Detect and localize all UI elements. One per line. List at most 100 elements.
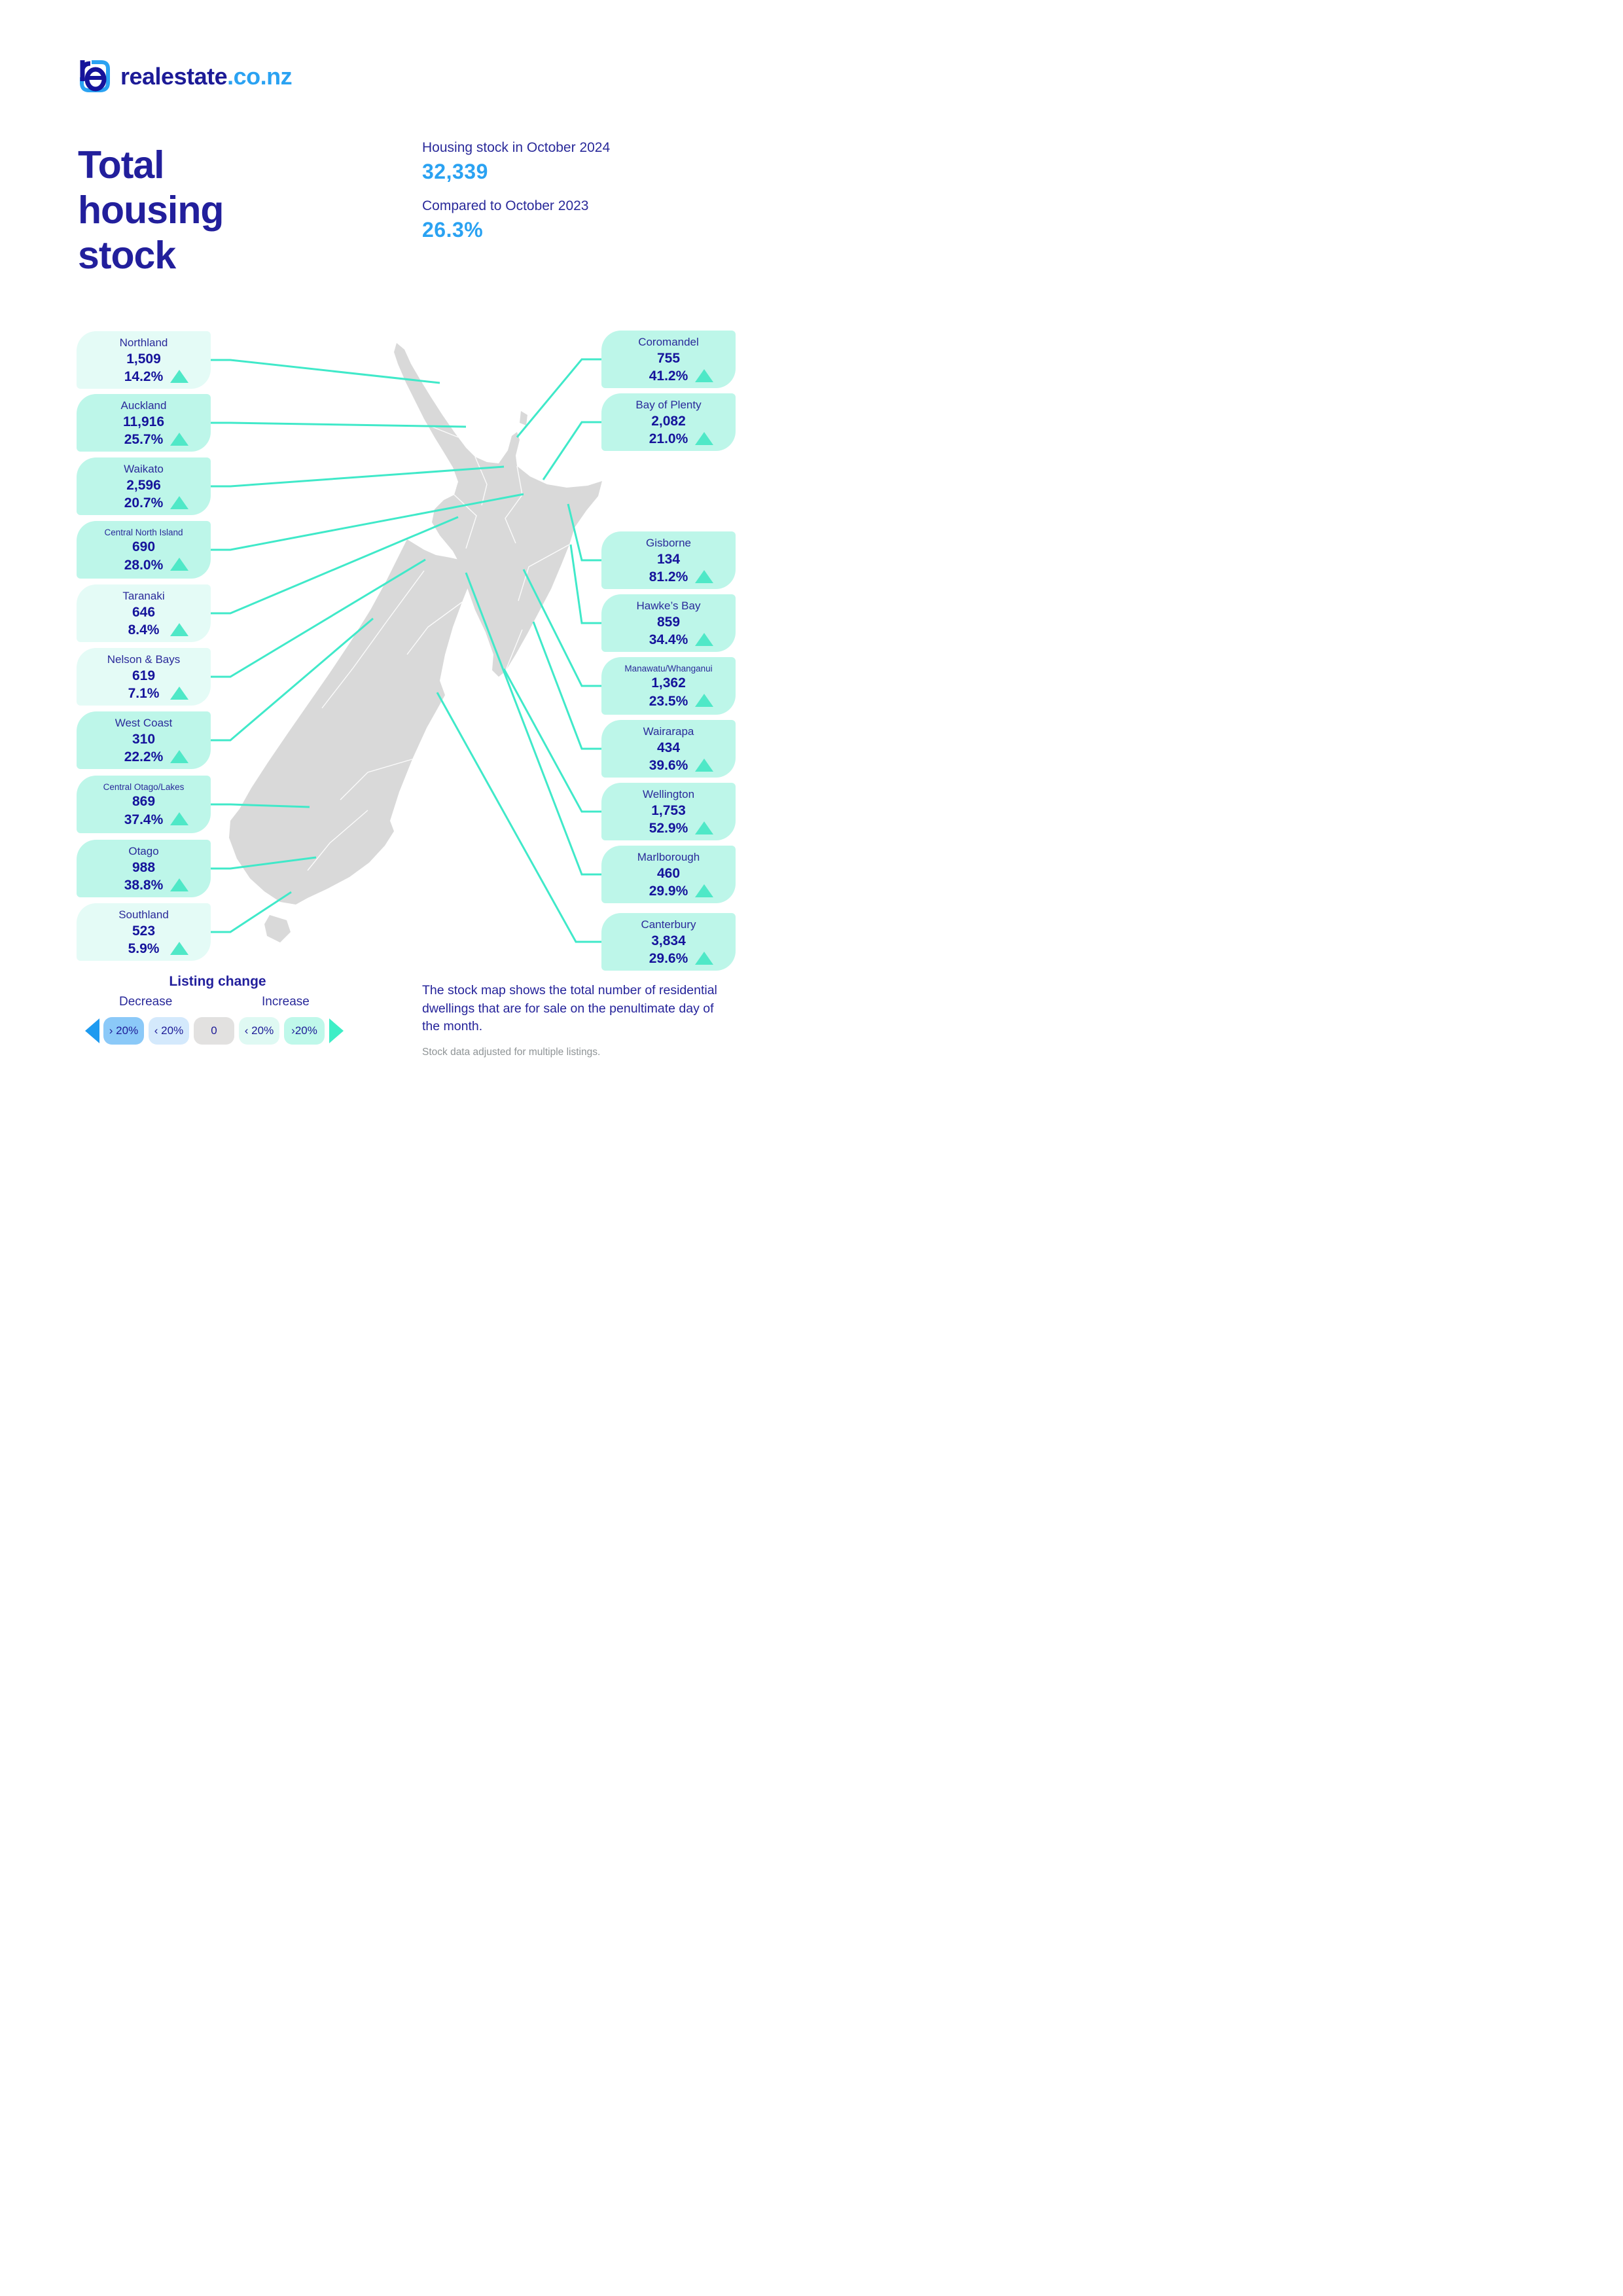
stewart-island-shape (264, 915, 291, 942)
stat-label-stock: Housing stock in October 2024 (422, 140, 611, 155)
region-name: Southland (118, 908, 169, 921)
region-change-row: 37.4% (77, 811, 211, 829)
region-card-canterbury: Canterbury 3,834 29.6% (601, 913, 736, 971)
stat-label-change: Compared to October 2023 (422, 198, 589, 213)
region-stock-value: 619 (132, 668, 156, 683)
connector-marlborough (465, 572, 601, 876)
region-card-wellington: Wellington 1,753 52.9% (601, 783, 736, 840)
increase-triangle-icon (170, 432, 188, 446)
region-change-row: 81.2% (601, 568, 736, 586)
region-change-value: 81.2% (649, 569, 688, 585)
region-card-wairarapa: Wairarapa 434 39.6% (601, 720, 736, 778)
south-island-shape (229, 539, 474, 905)
region-name: Coromandel (638, 335, 699, 348)
connector-wellington (503, 668, 601, 813)
legend-title: Listing change (169, 974, 266, 989)
region-card-west-coast: West Coast 310 22.2% (77, 711, 211, 769)
region-change-row: 5.9% (77, 940, 211, 958)
region-change-row: 23.5% (601, 692, 736, 710)
region-name: Marlborough (637, 850, 700, 863)
region-change-value: 22.2% (124, 749, 164, 765)
region-change-value: 29.6% (649, 951, 688, 967)
increase-triangle-icon (170, 749, 188, 763)
region-change-row: 7.1% (77, 685, 211, 702)
increase-triangle-icon (695, 951, 713, 965)
region-name: Nelson & Bays (107, 653, 181, 666)
region-change-value: 28.0% (124, 557, 164, 573)
region-change-row: 28.0% (77, 556, 211, 574)
region-change-row: 22.2% (77, 748, 211, 766)
region-name: Bay of Plenty (635, 398, 702, 411)
region-stock-value: 310 (132, 731, 156, 747)
increase-triangle-icon (170, 686, 188, 700)
headline-stats: Housing stock in October 2024 32,339 Com… (422, 140, 610, 257)
realestate-logo-icon (80, 60, 110, 92)
footnote-sub-text: Stock data adjusted for multiple listing… (422, 1047, 601, 1058)
region-change-value: 34.4% (649, 632, 688, 648)
region-name: Manawatu/Whanganui (624, 663, 713, 673)
region-change-row: 41.2% (601, 367, 736, 385)
region-change-row: 8.4% (77, 621, 211, 639)
increase-triangle-icon (170, 941, 188, 955)
region-card-nelson-bays: Nelson & Bays 619 7.1% (77, 648, 211, 706)
decrease-arrow-icon (85, 1018, 99, 1043)
footnote: The stock map shows the total number of … (422, 982, 733, 1058)
region-card-taranaki: Taranaki 646 8.4% (77, 584, 211, 642)
connector-waikato (211, 465, 505, 488)
brand-wordmark: realestate.co.nz (120, 63, 293, 90)
region-change-row: 34.4% (601, 631, 736, 649)
region-stock-value: 3,834 (651, 933, 686, 948)
region-card-central-north-island: Central North Island 690 28.0% (77, 521, 211, 579)
connector-lines (211, 358, 601, 943)
connector-coromandel (516, 358, 601, 438)
region-stock-value: 434 (656, 740, 681, 755)
region-name: Hawke’s Bay (636, 599, 701, 612)
connector-hawkes-bay (569, 544, 601, 624)
region-change-value: 5.9% (128, 941, 160, 957)
region-card-central-otago-lakes: Central Otago/Lakes 869 37.4% (77, 776, 211, 833)
region-card-coromandel: Coromandel 755 41.2% (601, 331, 736, 388)
region-change-value: 21.0% (649, 431, 688, 447)
region-name: Wellington (642, 787, 695, 800)
connector-central-north-island (211, 493, 524, 551)
region-change-row: 29.9% (601, 882, 736, 900)
region-card-otago: Otago 988 38.8% (77, 840, 211, 897)
connector-bay-of-plenty (542, 421, 601, 480)
legend-direction-labels: Decrease Increase (85, 995, 350, 1012)
connector-canterbury (436, 692, 601, 943)
region-change-row: 21.0% (601, 430, 736, 448)
increase-triangle-icon (695, 569, 713, 583)
region-change-value: 39.6% (649, 758, 688, 774)
new-zealand-map (211, 343, 602, 943)
region-name: Taranaki (122, 589, 165, 602)
region-change-value: 8.4% (128, 622, 160, 638)
region-stock-value: 1,753 (651, 802, 686, 818)
increase-triangle-icon (695, 758, 713, 772)
increase-triangle-icon (170, 812, 188, 826)
region-name: Central North Island (104, 527, 183, 537)
legend-bucket-5: ›20% (284, 1017, 325, 1045)
increase-triangle-icon (695, 884, 713, 897)
region-change-value: 38.8% (124, 878, 164, 893)
connector-west-coast (211, 617, 374, 742)
footnote-main-text: The stock map shows the total number of … (422, 983, 717, 1034)
increase-triangle-icon (695, 694, 713, 708)
region-stock-value: 859 (656, 614, 681, 630)
region-stock-value: 646 (132, 604, 156, 620)
brand-name-text: realestate (120, 63, 228, 90)
legend-increase-label: Increase (262, 995, 310, 1009)
connector-otago (211, 856, 317, 870)
region-stock-value: 523 (132, 923, 156, 939)
region-card-manawatu-whanganui: Manawatu/Whanganui 1,362 23.5% (601, 657, 736, 715)
region-card-bay-of-plenty: Bay of Plenty 2,082 21.0% (601, 393, 736, 451)
region-name: West Coast (115, 716, 173, 729)
increase-triangle-icon (695, 632, 713, 646)
region-change-row: 39.6% (601, 757, 736, 774)
region-stock-value: 2,082 (651, 413, 686, 429)
increase-arrow-icon (329, 1018, 344, 1043)
stat-value-change: 26.3% (422, 218, 484, 242)
increase-triangle-icon (170, 369, 188, 383)
region-name: Waikato (124, 462, 164, 475)
region-change-value: 52.9% (649, 821, 688, 836)
increase-triangle-icon (170, 878, 188, 891)
